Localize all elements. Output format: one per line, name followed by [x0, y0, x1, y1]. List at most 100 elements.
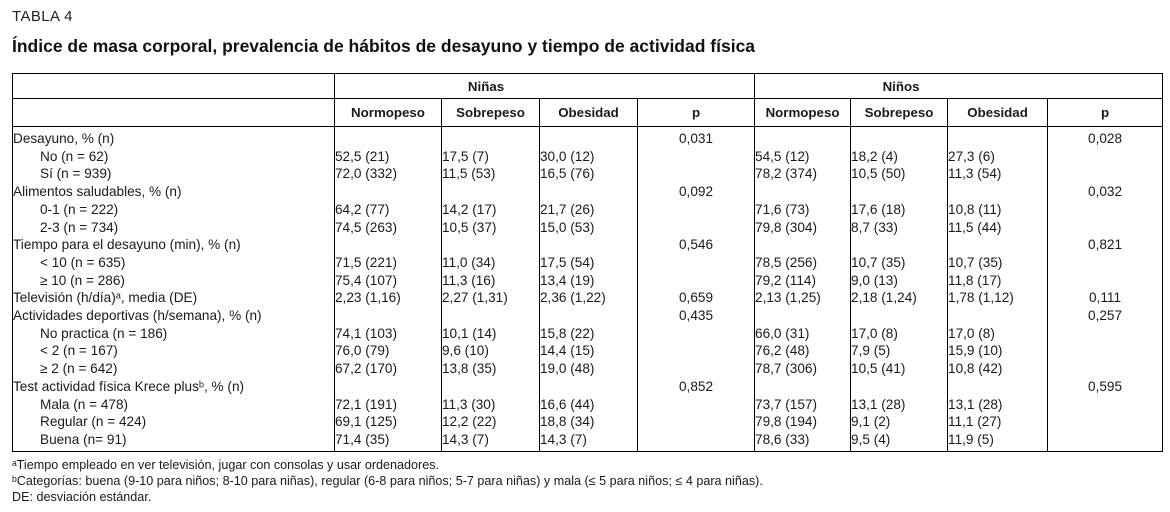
p-value-cell	[637, 218, 756, 237]
value-cell: 10,7 (35)	[947, 253, 1049, 272]
value-cell: 1,78 (1,12)	[947, 289, 1049, 308]
value-cell: 79,2 (114)	[754, 271, 852, 290]
value-cell: 11,3 (30)	[441, 395, 540, 414]
value-cell: 15,0 (53)	[539, 218, 638, 237]
value-cell: 73,7 (157)	[754, 395, 852, 414]
value-cell: 11,9 (5)	[947, 430, 1049, 452]
value-cell: 2,13 (1,25)	[754, 289, 852, 308]
value-cell: 2,23 (1,16)	[334, 289, 442, 308]
value-cell: 13,4 (19)	[539, 271, 638, 290]
value-cell	[947, 307, 1049, 325]
row-label: Televisión (h/día)ᵃ, media (DE)	[12, 289, 335, 308]
value-cell: 79,8 (304)	[754, 218, 852, 237]
p-value-cell: 0,092	[637, 183, 756, 201]
value-cell: 72,0 (332)	[334, 165, 442, 184]
value-cell: 54,5 (12)	[754, 147, 852, 166]
value-cell: 74,5 (263)	[334, 218, 442, 237]
value-cell	[334, 307, 442, 325]
value-cell: 2,18 (1,24)	[850, 289, 949, 308]
table-row: Actividades deportivas (h/semana), % (n)…	[12, 307, 1164, 325]
p-value-cell: 0,111	[1047, 289, 1164, 308]
value-cell: 9,0 (13)	[850, 271, 949, 290]
value-cell	[441, 126, 540, 148]
table-number: TABLA 4	[12, 8, 73, 25]
table-row: 0-1 (n = 222) 64,2 (77) 14,2 (17) 21,7 (26)…	[12, 200, 1164, 219]
group-header-ninas: Niñas	[334, 73, 756, 99]
value-cell: 14,3 (7)	[441, 430, 540, 452]
p-value-cell	[1047, 342, 1164, 361]
value-cell: 67,2 (170)	[334, 360, 442, 378]
value-cell: 10,8 (11)	[947, 200, 1049, 219]
value-cell: 69,1 (125)	[334, 413, 442, 431]
value-cell: 78,5 (256)	[754, 253, 852, 272]
value-cell: 11,5 (44)	[947, 218, 1049, 237]
col-header-ninos-p: p	[1047, 98, 1164, 127]
group-header-row: Niñas Niños	[12, 73, 1163, 99]
table-row: Regular (n = 424) 69,1 (125) 12,2 (22) 18,8…	[12, 413, 1164, 431]
column-header-row: Normopeso Sobrepeso Obesidad p Normopeso…	[12, 98, 1164, 127]
value-cell: 76,0 (79)	[334, 342, 442, 361]
p-value-cell: 0,257	[1047, 307, 1164, 325]
value-cell: 18,2 (4)	[850, 147, 949, 166]
value-cell	[754, 377, 852, 396]
value-cell: 21,7 (26)	[539, 200, 638, 219]
value-cell	[850, 126, 949, 148]
table-row: ≥ 2 (n = 642) 67,2 (170) 13,8 (35) 19,0 (48…	[12, 360, 1164, 378]
row-label: < 2 (n = 167)	[12, 342, 335, 361]
value-cell: 15,8 (22)	[539, 324, 638, 343]
p-value-cell: 0,032	[1047, 183, 1164, 201]
table-row: Test actividad física Krece plusᵇ, % (n)…	[12, 377, 1164, 396]
value-cell	[754, 183, 852, 201]
p-value-cell	[637, 147, 756, 166]
value-cell	[754, 307, 852, 325]
value-cell	[539, 307, 638, 325]
table-row: Buena (n= 91) 71,4 (35) 14,3 (7) 14,3 (7) 78…	[12, 430, 1164, 452]
footnote-a: ᵃTiempo empleado en ver televisión, juga…	[12, 457, 440, 472]
value-cell: 17,5 (54)	[539, 253, 638, 272]
value-cell: 16,6 (44)	[539, 395, 638, 414]
row-label: < 10 (n = 635)	[12, 253, 335, 272]
value-cell	[334, 126, 442, 148]
table-body: Desayuno, % (n) 0,031 0,028 No (n = 62) 52,5…	[12, 126, 1164, 452]
table-row: Alimentos saludables, % (n) 0,092 0,032	[12, 183, 1164, 201]
col-header-ninos-normopeso: Normopeso	[754, 98, 852, 127]
value-cell: 18,8 (34)	[539, 413, 638, 431]
p-value-cell	[637, 324, 756, 343]
value-cell: 12,2 (22)	[441, 413, 540, 431]
table-row: 2-3 (n = 734) 74,5 (263) 10,5 (37) 15,0 (53…	[12, 218, 1164, 237]
table-row: Tiempo para el desayuno (min), % (n) 0,54…	[12, 236, 1164, 254]
value-cell: 10,1 (14)	[441, 324, 540, 343]
value-cell	[947, 377, 1049, 396]
row-label: 0-1 (n = 222)	[12, 200, 335, 219]
p-value-cell	[1047, 360, 1164, 378]
value-cell: 72,1 (191)	[334, 395, 442, 414]
value-cell: 11,1 (27)	[947, 413, 1049, 431]
col-header-ninos-obesidad: Obesidad	[947, 98, 1049, 127]
p-value-cell	[1047, 200, 1164, 219]
p-value-cell: 0,852	[637, 377, 756, 396]
value-cell	[850, 236, 949, 254]
value-cell	[850, 377, 949, 396]
p-value-cell	[637, 253, 756, 272]
value-cell: 76,2 (48)	[754, 342, 852, 361]
value-cell: 9,6 (10)	[441, 342, 540, 361]
value-cell	[754, 126, 852, 148]
footnote-b: ᵇCategorías: buena (9-10 para niños; 8-1…	[12, 474, 763, 489]
value-cell: 14,4 (15)	[539, 342, 638, 361]
value-cell	[539, 183, 638, 201]
row-label: 2-3 (n = 734)	[12, 218, 335, 237]
p-value-cell	[1047, 147, 1164, 166]
value-cell: 10,5 (50)	[850, 165, 949, 184]
row-label: Tiempo para el desayuno (min), % (n)	[12, 236, 335, 254]
value-cell: 17,5 (7)	[441, 147, 540, 166]
p-value-cell: 0,659	[637, 289, 756, 308]
value-cell: 11,8 (17)	[947, 271, 1049, 290]
p-value-cell	[1047, 413, 1164, 431]
footnotes: ᵃTiempo empleado en ver televisión, juga…	[12, 457, 1162, 506]
value-cell: 11,3 (54)	[947, 165, 1049, 184]
value-cell: 78,7 (306)	[754, 360, 852, 378]
p-value-cell	[637, 395, 756, 414]
value-cell: 13,8 (35)	[441, 360, 540, 378]
value-cell: 78,2 (374)	[754, 165, 852, 184]
